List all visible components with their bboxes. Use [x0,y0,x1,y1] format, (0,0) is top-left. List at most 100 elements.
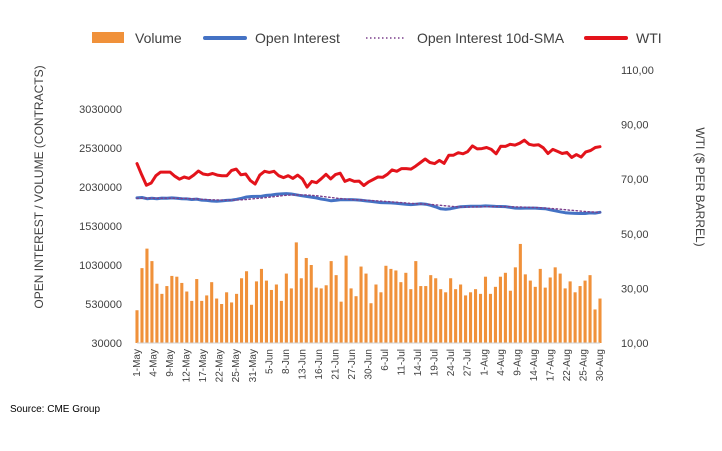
volume-bar [294,242,298,343]
legend-label: Open Interest 10d-SMA [417,30,565,46]
volume-bar [578,286,582,343]
x-tick-label: 21-Jun [330,349,341,380]
x-tick-label: 25-May [231,349,242,382]
y-left-tick-label: 30000 [91,338,122,350]
volume-bar [225,292,229,343]
volume-bar [269,289,273,343]
volume-bar [414,261,418,343]
x-tick-label: 4-Aug [496,349,507,376]
volume-bar [558,273,562,343]
y-right-tick-label: 30,00 [621,283,649,295]
volume-bar [523,274,527,343]
volume-bar [498,276,502,343]
volume-bar [469,292,473,343]
volume-bar [220,304,224,343]
y-left-axis: 30000 530000 1030000 1530000 2030000 2530000 3… [79,104,122,350]
x-tick-label: 9-May [165,349,176,377]
open-interest-sma-line [136,194,601,214]
volume-bar [289,288,293,343]
volume-bar [309,265,313,343]
series-lines [135,138,602,215]
x-tick-label: 30-Aug [595,349,606,381]
volume-bar [409,289,413,343]
volume-bar [568,281,572,343]
x-tick-label: 19-Jul [430,349,441,376]
volume-bar [135,310,139,343]
volume-bar [444,292,448,343]
volume-bar [140,268,144,343]
volume-bar [304,257,308,343]
volume-bar [508,290,512,343]
x-tick-label: 31-May [248,349,259,382]
volume-bar [175,276,179,343]
y-right-tick-label: 90,00 [621,120,649,132]
volume-bar [264,280,268,343]
x-tick-label: 16-Jun [314,349,325,380]
volume-bar [598,298,602,343]
volume-bar [344,255,348,343]
volume-bar [439,289,443,343]
volume-bar [548,277,552,343]
legend-label: WTI [636,30,662,46]
volume-bar [319,288,323,343]
volume-bar [240,278,244,343]
x-tick-label: 12-May [182,349,193,382]
volume-bar [324,285,328,343]
x-tick-label: 5-Jun [264,349,275,374]
volume-bar [464,295,468,343]
volume-bar [235,293,239,343]
x-axis: 1-May 4-May 9-May 12-May 17-May 22-May 25-May 3… [132,349,606,382]
volume-bar [230,302,234,343]
volume-bar [384,265,388,343]
volume-bar [459,284,463,343]
open-interest-line [135,192,602,215]
volume-bar [244,271,249,343]
y-left-tick-label: 2030000 [79,182,122,194]
volume-bar [473,289,478,343]
volume-bar [200,300,204,343]
volume-bar [205,295,209,343]
volume-bar [279,300,283,343]
volume-bar [533,286,537,343]
volume-bar [419,286,423,343]
x-tick-label: 11-Jul [397,349,408,376]
x-tick-label: 25-Aug [578,349,589,381]
volume-bar [254,281,259,343]
volume-bar [389,268,393,343]
volume-bar [190,300,194,343]
volume-bar [583,280,587,343]
volume-bar [518,243,522,343]
x-tick-label: 13-Jun [297,349,308,380]
y-right-axis-label: WTI ($ PER BARREL) [693,127,707,246]
volume-bar [165,286,169,343]
volume-bar [394,270,398,343]
volume-bar [195,279,199,343]
volume-bar [215,298,219,343]
x-tick-label: 27-Jun [347,349,358,380]
x-tick-label: 9-Aug [512,349,523,376]
x-tick-label: 1-Aug [479,349,490,376]
volume-bar [150,261,154,343]
y-left-axis-label: OPEN INTEREST / VOLUME (CONTRACTS) [32,65,46,308]
x-tick-label: 30-Jun [364,349,375,380]
y-right-tick-label: 50,00 [621,229,649,241]
x-tick-label: 17-May [198,349,209,382]
y-right-axis: 10,00 30,00 50,00 70,00 90,00 110,00 [621,65,654,350]
volume-bar [424,286,428,343]
volume-bar [429,275,433,343]
legend-label: Volume [135,30,182,46]
x-tick-label: 14-Aug [529,349,540,381]
volume-bar [185,291,189,343]
volume-bar [339,301,343,343]
volume-bar [404,272,408,343]
volume-bar [259,268,264,343]
volume-bar [543,287,547,343]
wti-line [135,138,602,189]
volume-bar [573,292,577,343]
volume-bar [528,280,532,343]
x-tick-label: 17-Aug [545,349,556,381]
volume-bar [493,286,497,343]
legend-label: Open Interest [255,30,340,46]
